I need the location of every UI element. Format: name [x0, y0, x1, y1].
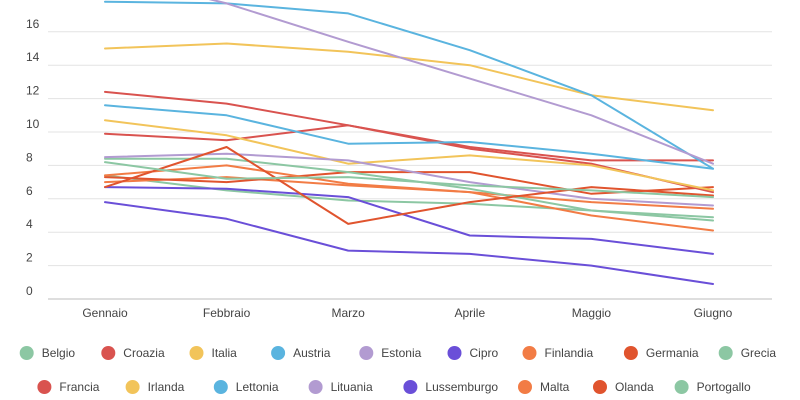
legend-label: Austria	[293, 346, 331, 360]
y-tick-label: 4	[26, 217, 33, 231]
legend-label: Grecia	[741, 346, 777, 360]
legend-swatch	[623, 346, 638, 360]
legend-swatch	[189, 346, 204, 360]
series-line-lettonia	[104, 104, 714, 170]
series-line-francia	[104, 124, 714, 194]
legend-label: Germania	[646, 346, 699, 360]
gridlines	[48, 31, 772, 300]
legend-label: Irlanda	[148, 380, 185, 394]
series-line-estonia	[208, 0, 714, 165]
legend-swatch	[125, 380, 140, 394]
legend-item[interactable]: Lituania	[308, 380, 373, 394]
legend-label: Cipro	[470, 346, 499, 360]
legend-item[interactable]: Francia	[37, 380, 100, 394]
legend-swatch	[718, 346, 733, 360]
legend-label: Francia	[59, 380, 99, 394]
legend-label: Lituania	[331, 380, 373, 394]
y-tick-label: 14	[26, 50, 40, 64]
series-line-irlanda	[104, 119, 714, 192]
legend-swatch	[101, 346, 116, 360]
legend-item[interactable]: Finlandia	[522, 346, 594, 360]
legend-item[interactable]: Olanda	[593, 380, 654, 394]
legend-label: Olanda	[615, 380, 654, 394]
legend-label: Estonia	[381, 346, 421, 360]
legend-swatch	[403, 380, 418, 394]
series-line-austria	[104, 0, 714, 170]
series-line-malta	[104, 164, 714, 232]
legend-item[interactable]: Malta	[518, 380, 570, 394]
legend-swatch	[37, 380, 52, 394]
legend-label: Finlandia	[545, 346, 594, 360]
x-tick-label: Maggio	[572, 306, 612, 320]
series-line-italia	[104, 42, 714, 112]
legend-item[interactable]: Grecia	[718, 346, 777, 360]
legend-swatch	[518, 380, 532, 394]
legend-item[interactable]: Estonia	[359, 346, 422, 360]
legend-swatch	[213, 380, 228, 394]
legend-item[interactable]: Lettonia	[213, 380, 279, 394]
y-tick-label: 2	[26, 251, 33, 265]
y-tick-label: 6	[26, 184, 33, 198]
y-tick-label: 0	[26, 284, 33, 298]
series-lines	[104, 0, 714, 285]
series-line-lussemburgo	[104, 186, 714, 255]
series-line-croazia	[104, 90, 714, 162]
legend-swatch	[674, 380, 689, 394]
legend-label: Lussemburgo	[425, 380, 498, 394]
x-axis-ticks: Gennaio Febbraio Marzo Aprile Maggio Giugno	[82, 306, 732, 320]
legend-item[interactable]: Portogallo	[674, 380, 751, 394]
x-tick-label: Giugno	[694, 306, 733, 320]
legend: Belgio Croazia Italia Austria Estonia Cipro Fi…	[19, 346, 777, 394]
x-tick-label: Gennaio	[82, 306, 128, 320]
legend-swatch	[522, 346, 537, 360]
x-tick-label: Febbraio	[203, 306, 251, 320]
legend-item[interactable]: Croazia	[101, 346, 165, 360]
legend-item[interactable]: Irlanda	[125, 380, 185, 394]
x-tick-label: Aprile	[454, 306, 485, 320]
legend-item[interactable]: Cipro	[447, 346, 499, 360]
legend-label: Portogallo	[697, 380, 751, 394]
x-tick-label: Marzo	[332, 306, 366, 320]
legend-item[interactable]: Italia	[189, 346, 238, 360]
legend-item[interactable]: Germania	[623, 346, 699, 360]
legend-item[interactable]: Lussemburgo	[403, 380, 498, 394]
y-tick-label: 8	[26, 150, 33, 164]
legend-swatch	[308, 380, 323, 394]
legend-item[interactable]: Belgio	[19, 346, 76, 360]
legend-label: Croazia	[123, 346, 165, 360]
legend-label: Malta	[540, 380, 570, 394]
y-tick-label: 12	[26, 84, 40, 98]
series-line-olanda	[104, 146, 714, 225]
legend-swatch	[271, 346, 286, 360]
y-axis-ticks: 0 2 4 6 8 10 12 14 16	[26, 17, 40, 298]
legend-item[interactable]: Austria	[271, 346, 331, 360]
y-tick-label: 16	[26, 17, 40, 31]
legend-label: Lettonia	[236, 380, 279, 394]
series-line-portogallo	[104, 161, 714, 199]
series-line-cipro	[104, 201, 714, 285]
legend-swatch	[593, 380, 607, 394]
legend-swatch	[359, 346, 374, 360]
legend-label: Italia	[212, 346, 238, 360]
legend-swatch	[19, 346, 34, 360]
legend-swatch	[447, 346, 462, 360]
legend-label: Belgio	[42, 346, 76, 360]
y-tick-label: 10	[26, 117, 40, 131]
